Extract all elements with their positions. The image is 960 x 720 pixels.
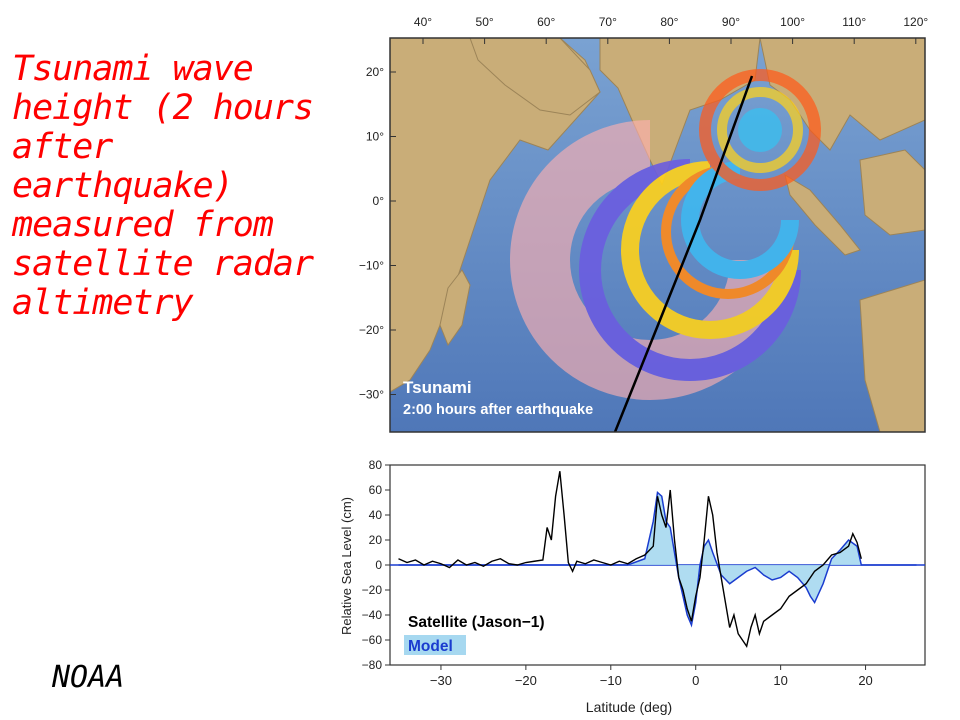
- legend-model-swatch: [404, 635, 466, 655]
- y-tick-label: 40: [369, 508, 383, 522]
- map-left-tick-label: −10°: [359, 259, 384, 273]
- map-left-tick-label: −20°: [359, 323, 384, 337]
- map-land-sumatra: [784, 173, 861, 256]
- map-land-australia: [859, 279, 925, 432]
- x-tick-label: −20: [515, 673, 537, 688]
- x-tick-label: 20: [858, 673, 872, 688]
- map-top-ticks: 40° 50° 60° 70° 80° 90° 100° 110° 120°: [414, 15, 928, 44]
- model-series-area: [398, 492, 917, 625]
- map-top-tick-label: 90°: [722, 15, 740, 29]
- chart-y-label: Relative Sea Level (cm): [339, 497, 354, 635]
- map-top-tick-label: 40°: [414, 15, 432, 29]
- y-tick-label: −20: [362, 583, 383, 597]
- map-top-tick-label: 70°: [599, 15, 617, 29]
- x-tick-label: −10: [600, 673, 622, 688]
- map-left-tick-label: 20°: [366, 65, 384, 79]
- map-left-tick-label: 0°: [373, 194, 385, 208]
- y-tick-label: 0: [375, 558, 382, 572]
- y-tick-label: −40: [362, 608, 383, 622]
- y-tick-label: −80: [362, 658, 383, 672]
- tsunami-map: Tsunami 2:00 hours after earthquake 40° 5…: [359, 15, 928, 433]
- caption-text: Tsunami wave height (2 hours after earth…: [12, 49, 314, 323]
- map-land-madagascar: [439, 269, 471, 347]
- satellite-series-line: [398, 471, 862, 648]
- map-land-arabia: [469, 38, 601, 116]
- chart-legend: Satellite (Jason−1) Model: [404, 614, 545, 655]
- chart-x-label: Latitude (deg): [586, 699, 672, 715]
- x-tick-label: 10: [773, 673, 787, 688]
- map-top-tick-label: 50°: [476, 15, 494, 29]
- map-land-africa: [390, 38, 601, 393]
- map-top-tick-label: 100°: [780, 15, 805, 29]
- y-tick-label: 60: [369, 483, 383, 497]
- map-top-tick-label: 80°: [660, 15, 678, 29]
- map-top-tick-label: 120°: [903, 15, 928, 29]
- map-land-borneo: [859, 149, 925, 236]
- x-tick-label: 0: [692, 673, 699, 688]
- map-overlay-title: Tsunami: [403, 378, 472, 397]
- map-left-tick-label: −30°: [359, 388, 384, 402]
- legend-model-label: Model: [408, 638, 453, 655]
- map-top-tick-label: 60°: [537, 15, 555, 29]
- map-top-tick-label: 110°: [842, 15, 866, 29]
- tsunami-wave-rings: [510, 69, 821, 400]
- credit-text: NOAA: [52, 660, 125, 695]
- map-overlay-subtitle: 2:00 hours after earthquake: [403, 402, 593, 418]
- map-frame: [389, 37, 926, 433]
- y-tick-label: −60: [362, 633, 383, 647]
- legend-satellite-label: Satellite (Jason−1): [408, 614, 545, 631]
- x-tick-label: −30: [430, 673, 452, 688]
- map-left-tick-label: 10°: [366, 130, 384, 144]
- chart-plot-area: [389, 464, 926, 666]
- satellite-track-line: [613, 75, 754, 432]
- map-left-ticks: 20° 10° 0° −10° −20° −30°: [359, 65, 396, 402]
- y-tick-label: 80: [369, 458, 383, 472]
- model-series-line: [398, 491, 917, 628]
- y-tick-label: 20: [369, 533, 383, 547]
